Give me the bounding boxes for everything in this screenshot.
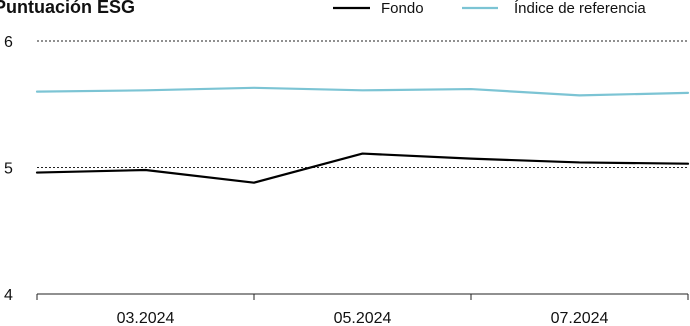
y-tick-label: 6	[4, 34, 13, 51]
series-lines	[35, 86, 690, 184]
legend: Fondo Índice de referencia	[333, 0, 646, 17]
gridlines: 4 5 6	[4, 34, 688, 304]
series-line-fondo	[35, 152, 690, 184]
y-tick-label: 5	[4, 161, 13, 178]
y-tick-label: 4	[4, 287, 13, 304]
x-tick-label: 07.2024	[551, 310, 609, 326]
x-tick-label: 05.2024	[334, 310, 392, 326]
x-tick-label: 03.2024	[117, 310, 175, 326]
x-axis: 03.2024 05.2024 07.2024	[36, 293, 689, 326]
series-line-indice	[35, 86, 690, 97]
legend-label-fondo: Fondo	[381, 0, 424, 17]
legend-label-indice: Índice de referencia	[514, 0, 646, 17]
chart-title: Puntuación ESG	[0, 0, 135, 17]
